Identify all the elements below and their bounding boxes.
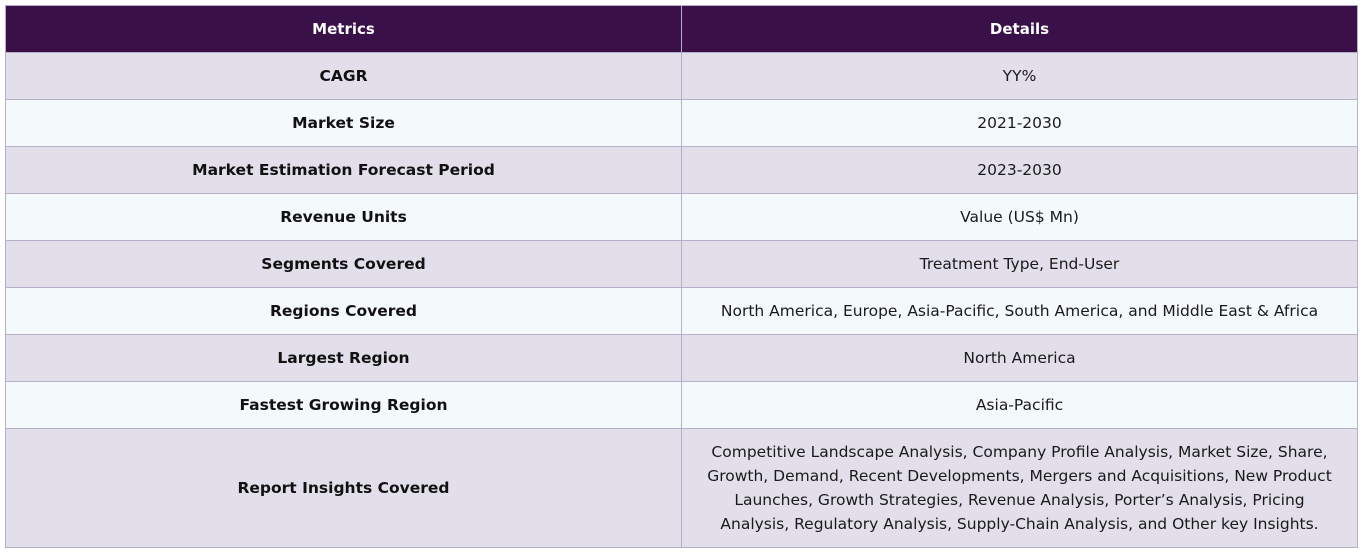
table-header-row: Metrics Details xyxy=(5,5,1358,53)
detail-cell: Value (US$ Mn) xyxy=(681,193,1358,241)
table-row: Largest Region North America xyxy=(5,334,1358,382)
table-row: Regions Covered North America, Europe, A… xyxy=(5,287,1358,335)
table-row: Market Estimation Forecast Period 2023-2… xyxy=(5,146,1358,194)
header-details: Details xyxy=(681,5,1358,53)
metrics-table: Metrics Details CAGR YY% Market Size 202… xyxy=(5,5,1358,548)
table-row: Segments Covered Treatment Type, End-Use… xyxy=(5,240,1358,288)
metric-cell: Revenue Units xyxy=(5,193,682,241)
detail-cell: YY% xyxy=(681,52,1358,100)
metric-cell: Market Size xyxy=(5,99,682,147)
detail-cell: 2021-2030 xyxy=(681,99,1358,147)
table-row: CAGR YY% xyxy=(5,52,1358,100)
header-metrics: Metrics xyxy=(5,5,682,53)
table-row: Report Insights Covered Competitive Land… xyxy=(5,428,1358,548)
metric-cell: Market Estimation Forecast Period xyxy=(5,146,682,194)
table-row: Market Size 2021-2030 xyxy=(5,99,1358,147)
detail-cell: North America, Europe, Asia-Pacific, Sou… xyxy=(681,287,1358,335)
detail-cell: Competitive Landscape Analysis, Company … xyxy=(681,428,1358,548)
metric-cell: Regions Covered xyxy=(5,287,682,335)
metric-cell: Report Insights Covered xyxy=(5,428,682,548)
metrics-table-container: Metrics Details CAGR YY% Market Size 202… xyxy=(5,5,1358,548)
metric-cell: Fastest Growing Region xyxy=(5,381,682,429)
table-row: Revenue Units Value (US$ Mn) xyxy=(5,193,1358,241)
table-row: Fastest Growing Region Asia-Pacific xyxy=(5,381,1358,429)
metric-cell: Segments Covered xyxy=(5,240,682,288)
detail-cell: Asia-Pacific xyxy=(681,381,1358,429)
detail-cell: North America xyxy=(681,334,1358,382)
metric-cell: Largest Region xyxy=(5,334,682,382)
metric-cell: CAGR xyxy=(5,52,682,100)
detail-cell: 2023-2030 xyxy=(681,146,1358,194)
detail-cell: Treatment Type, End-User xyxy=(681,240,1358,288)
